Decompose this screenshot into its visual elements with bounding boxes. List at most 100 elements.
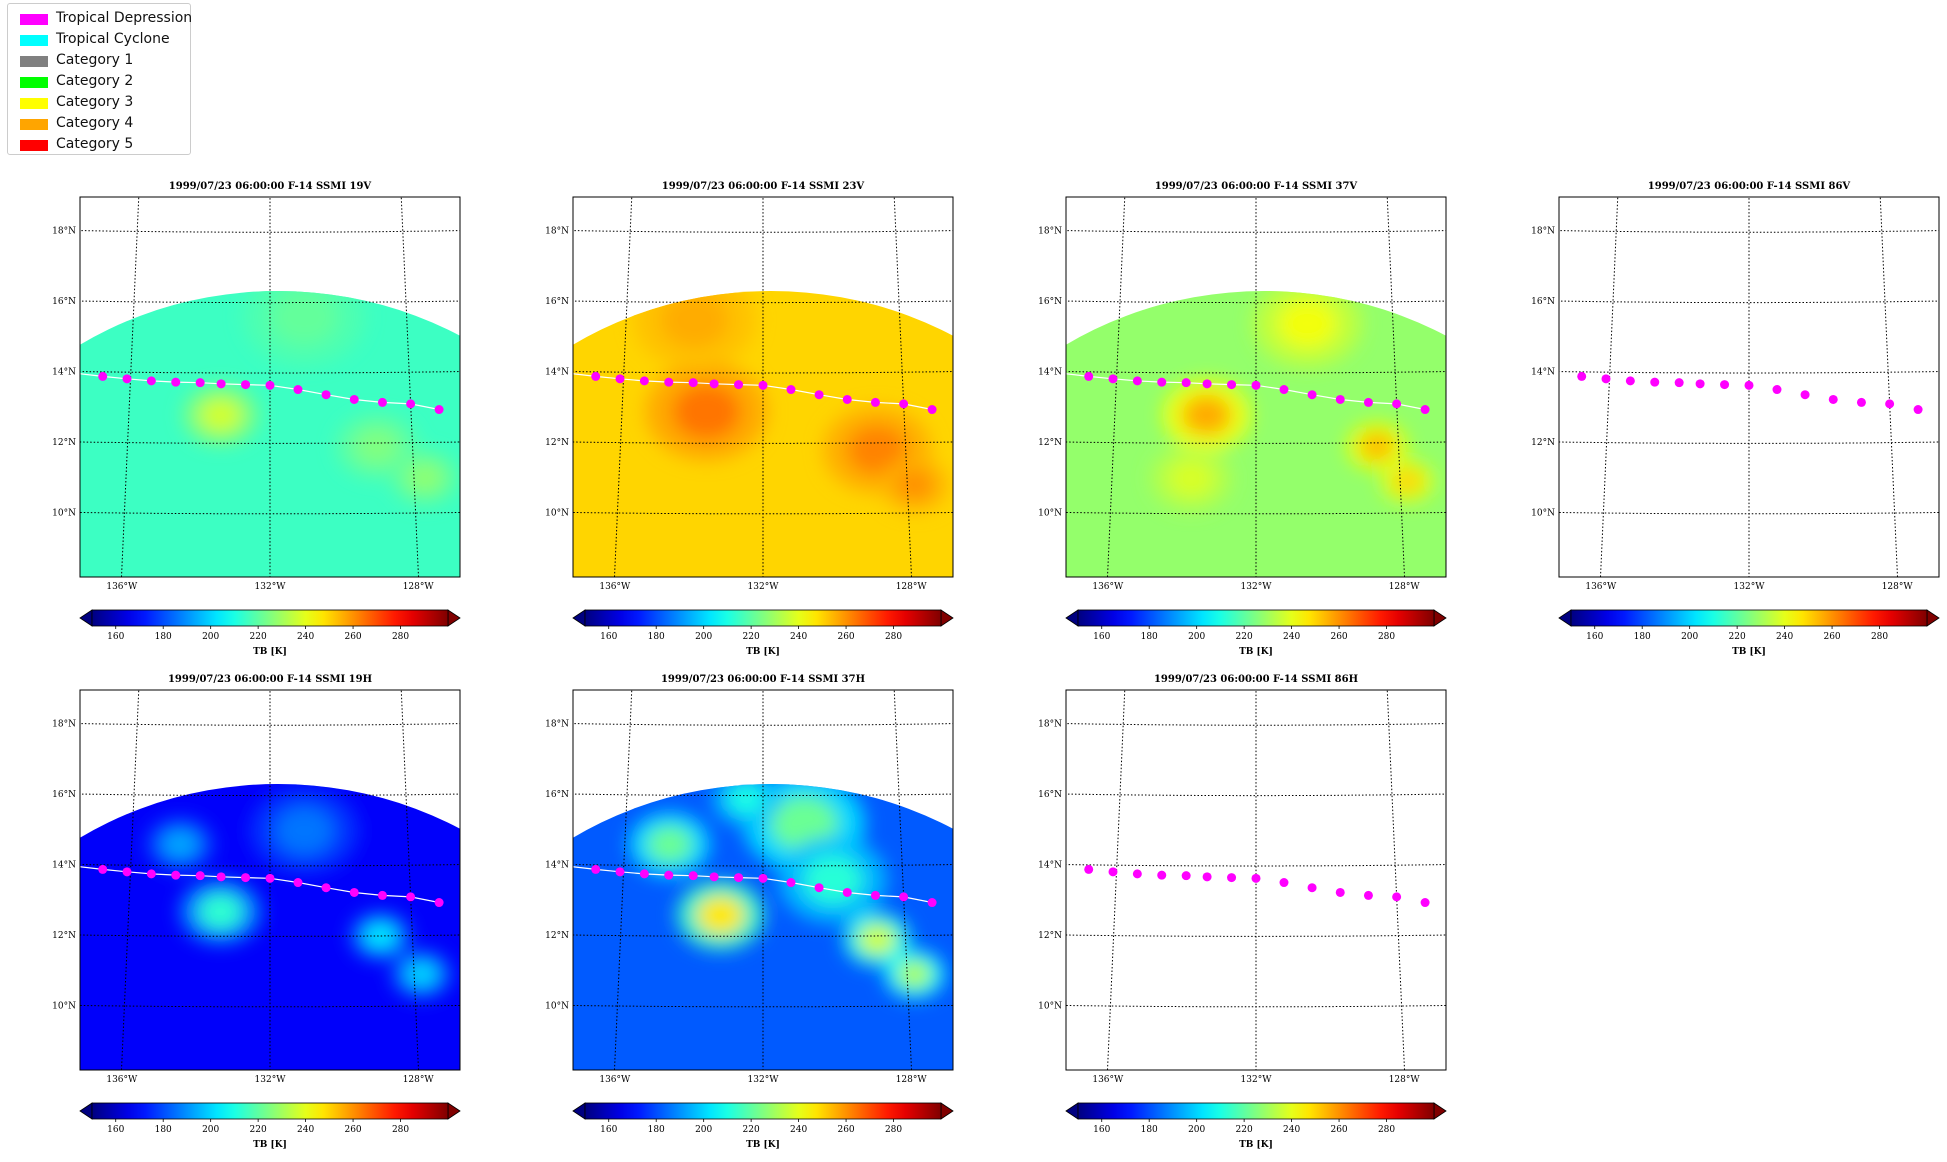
- colorbar: 160 180 200 220 240 260 280 TB [K]: [1558, 609, 1940, 657]
- colorbar-tick-label: 260: [837, 1125, 854, 1135]
- lat-tick-label: 12°N: [52, 931, 76, 941]
- colorbar-tick-label: 260: [1823, 632, 1840, 642]
- lat-tick-label: 12°N: [52, 438, 76, 448]
- track-point: [1800, 390, 1810, 400]
- track-point: [406, 399, 416, 409]
- track-point: [842, 887, 852, 897]
- track-point: [899, 399, 909, 409]
- lat-tick-label: 16°N: [1038, 297, 1062, 307]
- track-point: [1279, 878, 1289, 888]
- lat-tick-label: 16°N: [52, 790, 76, 800]
- lat-tick-label: 14°N: [52, 860, 76, 870]
- lon-tick-label: 128°W: [1882, 582, 1914, 592]
- track-point: [1084, 371, 1094, 381]
- latitude-line: [573, 723, 953, 726]
- longitude-line: [1106, 690, 1126, 1070]
- colorbar-tick-label: 220: [250, 1125, 267, 1135]
- colorbar-tick-label: 180: [155, 1125, 172, 1135]
- map-frame: [79, 689, 461, 1071]
- colorbar: 160 180 200 220 240 260 280 TB [K]: [1065, 1102, 1447, 1150]
- track-point: [293, 878, 303, 888]
- colorbar-tick-label: 280: [392, 1125, 409, 1135]
- track-point: [1335, 887, 1345, 897]
- track-point: [899, 892, 909, 902]
- tb-blob-core: [897, 960, 932, 989]
- tb-blob-core: [696, 895, 745, 936]
- track-point: [639, 376, 649, 386]
- track-point: [1720, 380, 1730, 390]
- lat-tick-label: 18°N: [1531, 227, 1555, 237]
- colorbar-tick-label: 180: [1141, 1125, 1158, 1135]
- track-point: [758, 380, 768, 390]
- colorbar: 160 180 200 220 240 260 280 TB [K]: [79, 1102, 461, 1150]
- tb-blob-core: [727, 784, 765, 815]
- track-point: [1335, 394, 1345, 404]
- track-point: [321, 883, 331, 893]
- track-point: [98, 371, 108, 381]
- track-point: [1227, 873, 1237, 883]
- tb-blob-core: [270, 291, 338, 345]
- colorbar-tick-label: 220: [250, 632, 267, 642]
- lon-tick-label: 128°W: [403, 582, 435, 592]
- colorbar-tick-label: 240: [1283, 1125, 1300, 1135]
- lat-tick-label: 12°N: [545, 438, 569, 448]
- tb-blob-core: [847, 425, 908, 475]
- lat-tick-label: 18°N: [52, 227, 76, 237]
- lat-tick-label: 14°N: [1038, 860, 1062, 870]
- lon-tick-label: 128°W: [1389, 582, 1421, 592]
- map-panel-86H: 1999/07/23 06:00:00 F-14 SSMI 86H 18°N 16°…: [1038, 674, 1447, 1150]
- map-panel-86V: 1999/07/23 06:00:00 F-14 SSMI 86V 18°N 16°…: [1531, 181, 1940, 657]
- track-point: [349, 887, 359, 897]
- colorbar-tick-label: 180: [648, 1125, 665, 1135]
- longitude-line: [1599, 197, 1619, 577]
- track-point: [734, 873, 744, 883]
- track-point: [1181, 378, 1191, 388]
- colorbar-tick-label: 200: [202, 1125, 219, 1135]
- track-point: [1420, 898, 1430, 908]
- legend-label: Category 3: [56, 94, 134, 110]
- colorbar-tick-label: 280: [885, 632, 902, 642]
- track-point: [321, 390, 331, 400]
- tb-blob-core: [354, 428, 400, 465]
- colorbar-tick-label: 180: [1634, 632, 1651, 642]
- lat-tick-label: 10°N: [52, 508, 76, 518]
- map-panel-19V: 1999/07/23 06:00:00 F-14 SSMI 19V 18°N 16°…: [52, 181, 461, 657]
- track-point: [1132, 376, 1142, 386]
- panel-title: 1999/07/23 06:00:00 F-14 SSMI 86H: [1154, 674, 1358, 685]
- colorbar-tick-label: 160: [600, 632, 617, 642]
- colorbar-tick-label: 240: [1776, 632, 1793, 642]
- colorbar-tick-label: 180: [155, 632, 172, 642]
- track-point: [1132, 869, 1142, 879]
- track-point: [1577, 371, 1587, 381]
- track-point: [927, 898, 937, 908]
- lat-tick-label: 12°N: [1531, 438, 1555, 448]
- colorbar-tick-label: 160: [600, 1125, 617, 1135]
- colorbar: 160 180 200 220 240 260 280 TB [K]: [79, 609, 461, 657]
- colorbar-tick-label: 180: [1141, 632, 1158, 642]
- map-frame: [1065, 196, 1447, 578]
- colorbar-tick-label: 280: [1378, 1125, 1395, 1135]
- tb-blob-core: [404, 960, 439, 989]
- colorbar-label: TB [K]: [253, 1140, 287, 1150]
- lat-tick-label: 10°N: [52, 1001, 76, 1011]
- legend-label: Category 4: [56, 115, 134, 131]
- track-point: [171, 870, 181, 880]
- lon-tick-label: 128°W: [403, 1075, 435, 1085]
- lat-tick-label: 16°N: [1038, 790, 1062, 800]
- track-point: [758, 873, 768, 883]
- track-point: [734, 380, 744, 390]
- track-point: [1650, 377, 1660, 387]
- track-point: [1695, 379, 1705, 389]
- track-point: [1108, 867, 1118, 877]
- colorbar-tick-label: 280: [885, 1125, 902, 1135]
- colorbar-tick-label: 160: [1093, 632, 1110, 642]
- track-point: [406, 892, 416, 902]
- tb-blob-core: [1168, 460, 1214, 497]
- track-point: [639, 869, 649, 879]
- lat-tick-label: 18°N: [1038, 720, 1062, 730]
- colorbar-label: TB [K]: [1239, 1140, 1273, 1150]
- track-point: [786, 385, 796, 395]
- track-point: [1420, 405, 1430, 415]
- lat-tick-label: 10°N: [1038, 1001, 1062, 1011]
- track-point: [195, 378, 205, 388]
